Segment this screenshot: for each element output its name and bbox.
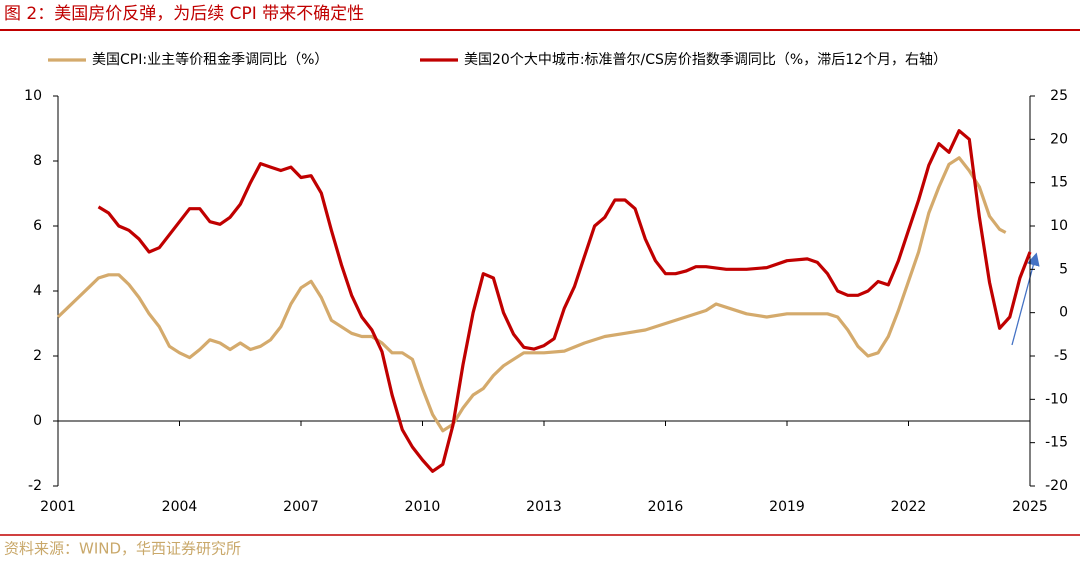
y2-tick-label: -5: [1054, 348, 1068, 364]
y2-tick-label: 10: [1050, 218, 1068, 234]
y2-tick-label: 15: [1050, 175, 1068, 191]
source: 资料来源：WIND，华西证券研究所: [4, 540, 241, 558]
y2-tick-label: 25: [1050, 88, 1068, 104]
y2-tick-label: 5: [1059, 261, 1068, 277]
x-tick-label: 2013: [526, 499, 562, 515]
y2-tick-label: -10: [1045, 391, 1068, 407]
y-tick-label: 8: [33, 153, 42, 169]
y2-tick-label: 20: [1050, 131, 1068, 147]
y2-tick-label: -15: [1045, 435, 1068, 451]
y-tick-label: 0: [33, 413, 42, 429]
y-tick-label: 2: [33, 348, 42, 364]
y-tick-label: 10: [24, 88, 42, 104]
x-tick-label: 2010: [405, 499, 441, 515]
series-line: [56, 156, 1007, 433]
x-tick-label: 2001: [40, 499, 76, 515]
x-tick-label: 2019: [769, 499, 805, 515]
x-tick-label: 2007: [283, 499, 319, 515]
x-tick-label: 2025: [1012, 499, 1048, 515]
series-line: [97, 129, 1032, 473]
x-tick-label: 2004: [162, 499, 198, 515]
y-tick-label: -2: [28, 478, 42, 494]
annotation-arrow: [1011, 252, 1040, 346]
y-tick-label: 4: [33, 283, 42, 299]
y-tick-label: 6: [33, 218, 42, 234]
x-tick-label: 2022: [891, 499, 927, 515]
legend-label: 美国CPI:业主等价租金季调同比（%）: [92, 51, 328, 68]
chart-title: 图 2：美国房价反弹，为后续 CPI 带来不确定性: [4, 4, 364, 24]
y2-tick-label: 0: [1059, 305, 1068, 321]
legend-label: 美国20个大中城市:标准普尔/CS房价指数季调同比（%，滞后12个月，右轴）: [464, 51, 947, 68]
y2-tick-label: -20: [1045, 478, 1068, 494]
x-tick-label: 2016: [648, 499, 684, 515]
